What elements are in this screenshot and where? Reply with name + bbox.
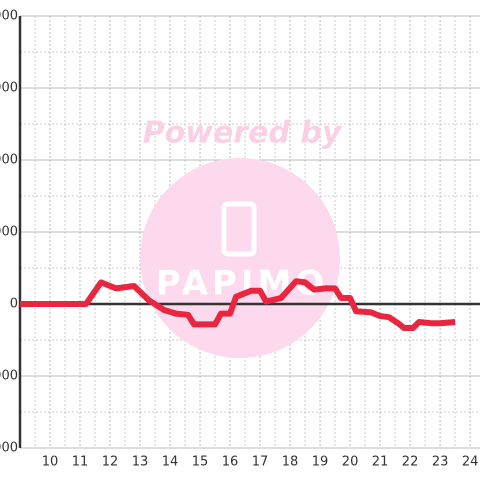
x-tick-label: 10 — [42, 455, 59, 470]
y-tick-label: -6,000 — [0, 441, 18, 456]
x-tick-label: 18 — [282, 455, 299, 470]
x-tick-label: 21 — [372, 455, 389, 470]
x-tick-label: 13 — [132, 455, 149, 470]
watermark-circle — [140, 158, 340, 358]
x-tick-label: 22 — [402, 455, 419, 470]
x-tick-label: 24 — [462, 455, 479, 470]
x-tick-label: 20 — [342, 455, 359, 470]
watermark-text: Powered by — [143, 116, 343, 151]
x-tick-label: 14 — [162, 455, 179, 470]
x-tick-label: 17 — [252, 455, 269, 470]
y-tick-label: 0 — [10, 297, 18, 312]
x-tick-label: 15 — [192, 455, 209, 470]
x-tick-label: 12 — [102, 455, 119, 470]
y-tick-label: 12,000 — [0, 9, 18, 24]
x-tick-label: 23 — [432, 455, 449, 470]
watermark: Powered by PAPIMO — [140, 116, 343, 358]
y-tick-label: 3,000 — [0, 225, 18, 240]
y-tick-label: 6,000 — [0, 153, 18, 168]
y-tick-label: -3,000 — [0, 369, 18, 384]
data-line — [20, 278, 456, 331]
y-tick-label: 9,000 — [0, 81, 18, 96]
x-tick-label: 19 — [312, 455, 329, 470]
x-tick-label: 11 — [72, 455, 89, 470]
x-tick-label: 16 — [222, 455, 239, 470]
watermark-icon — [221, 201, 257, 257]
